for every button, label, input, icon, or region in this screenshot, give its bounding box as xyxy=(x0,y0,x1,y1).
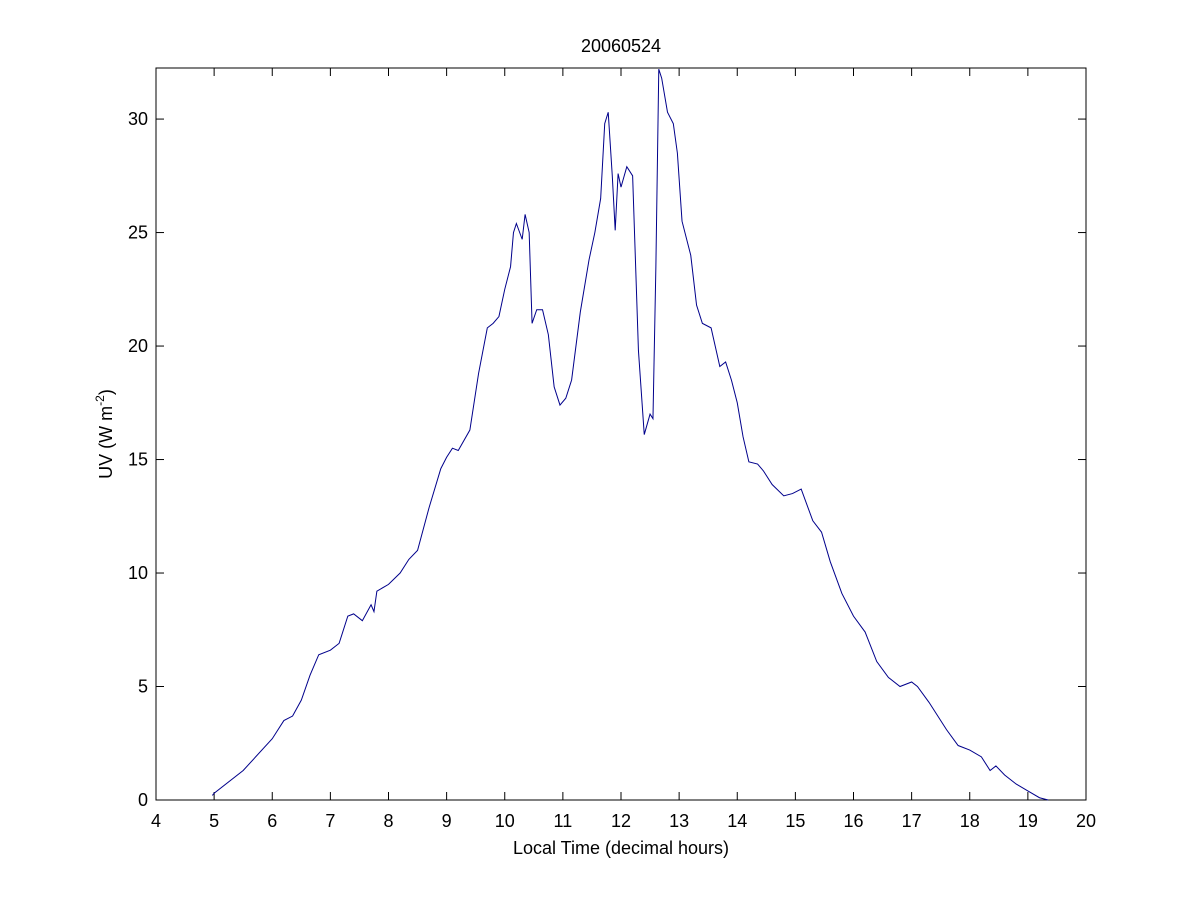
y-axis-label: UV (W m-2) xyxy=(93,389,116,479)
y-tick-label: 15 xyxy=(128,450,148,470)
x-tick-label: 13 xyxy=(669,811,689,831)
x-tick-label: 20 xyxy=(1076,811,1096,831)
x-tick-label: 17 xyxy=(902,811,922,831)
x-tick-label: 9 xyxy=(442,811,452,831)
x-tick-label: 19 xyxy=(1018,811,1038,831)
uv-line xyxy=(211,68,1049,801)
x-tick-label: 8 xyxy=(383,811,393,831)
x-tick-label: 6 xyxy=(267,811,277,831)
x-tick-label: 18 xyxy=(960,811,980,831)
y-tick-label: 10 xyxy=(128,563,148,583)
plot-area xyxy=(155,67,1087,801)
x-tick-label: 10 xyxy=(495,811,515,831)
x-tick-label: 7 xyxy=(325,811,335,831)
x-tick-label: 5 xyxy=(209,811,219,831)
x-axis-label: Local Time (decimal hours) xyxy=(513,838,729,858)
y-tick-label: 0 xyxy=(138,790,148,810)
y-tick-label: 5 xyxy=(138,677,148,697)
x-tick-label: 15 xyxy=(785,811,805,831)
x-tick-label: 11 xyxy=(554,811,573,831)
x-tick-label: 12 xyxy=(611,811,631,831)
x-tick-label: 4 xyxy=(151,811,161,831)
chart-title: 20060524 xyxy=(581,36,661,56)
y-tick-label: 25 xyxy=(128,223,148,243)
y-tick-label: 20 xyxy=(128,336,148,356)
x-tick-label: 14 xyxy=(727,811,747,831)
y-tick-label: 30 xyxy=(128,109,148,129)
x-tick-label: 16 xyxy=(843,811,863,831)
